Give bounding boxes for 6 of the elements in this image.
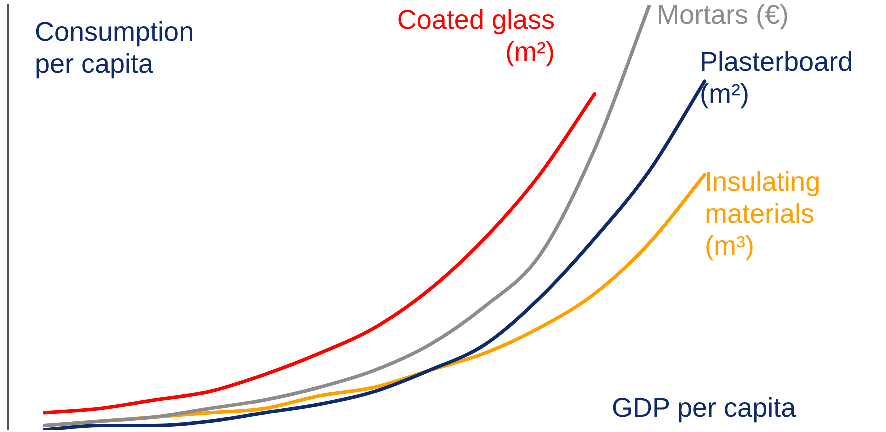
x-axis-title: GDP per capita: [612, 392, 798, 423]
series-label: Insulating materials (m³): [705, 166, 821, 261]
series-label: Plasterboard (m²): [700, 46, 854, 109]
y-axis-title: Consumption per capita: [35, 16, 194, 79]
series-label: Mortars (€): [657, 0, 790, 30]
series-label: Coated glass (m²): [397, 4, 555, 67]
